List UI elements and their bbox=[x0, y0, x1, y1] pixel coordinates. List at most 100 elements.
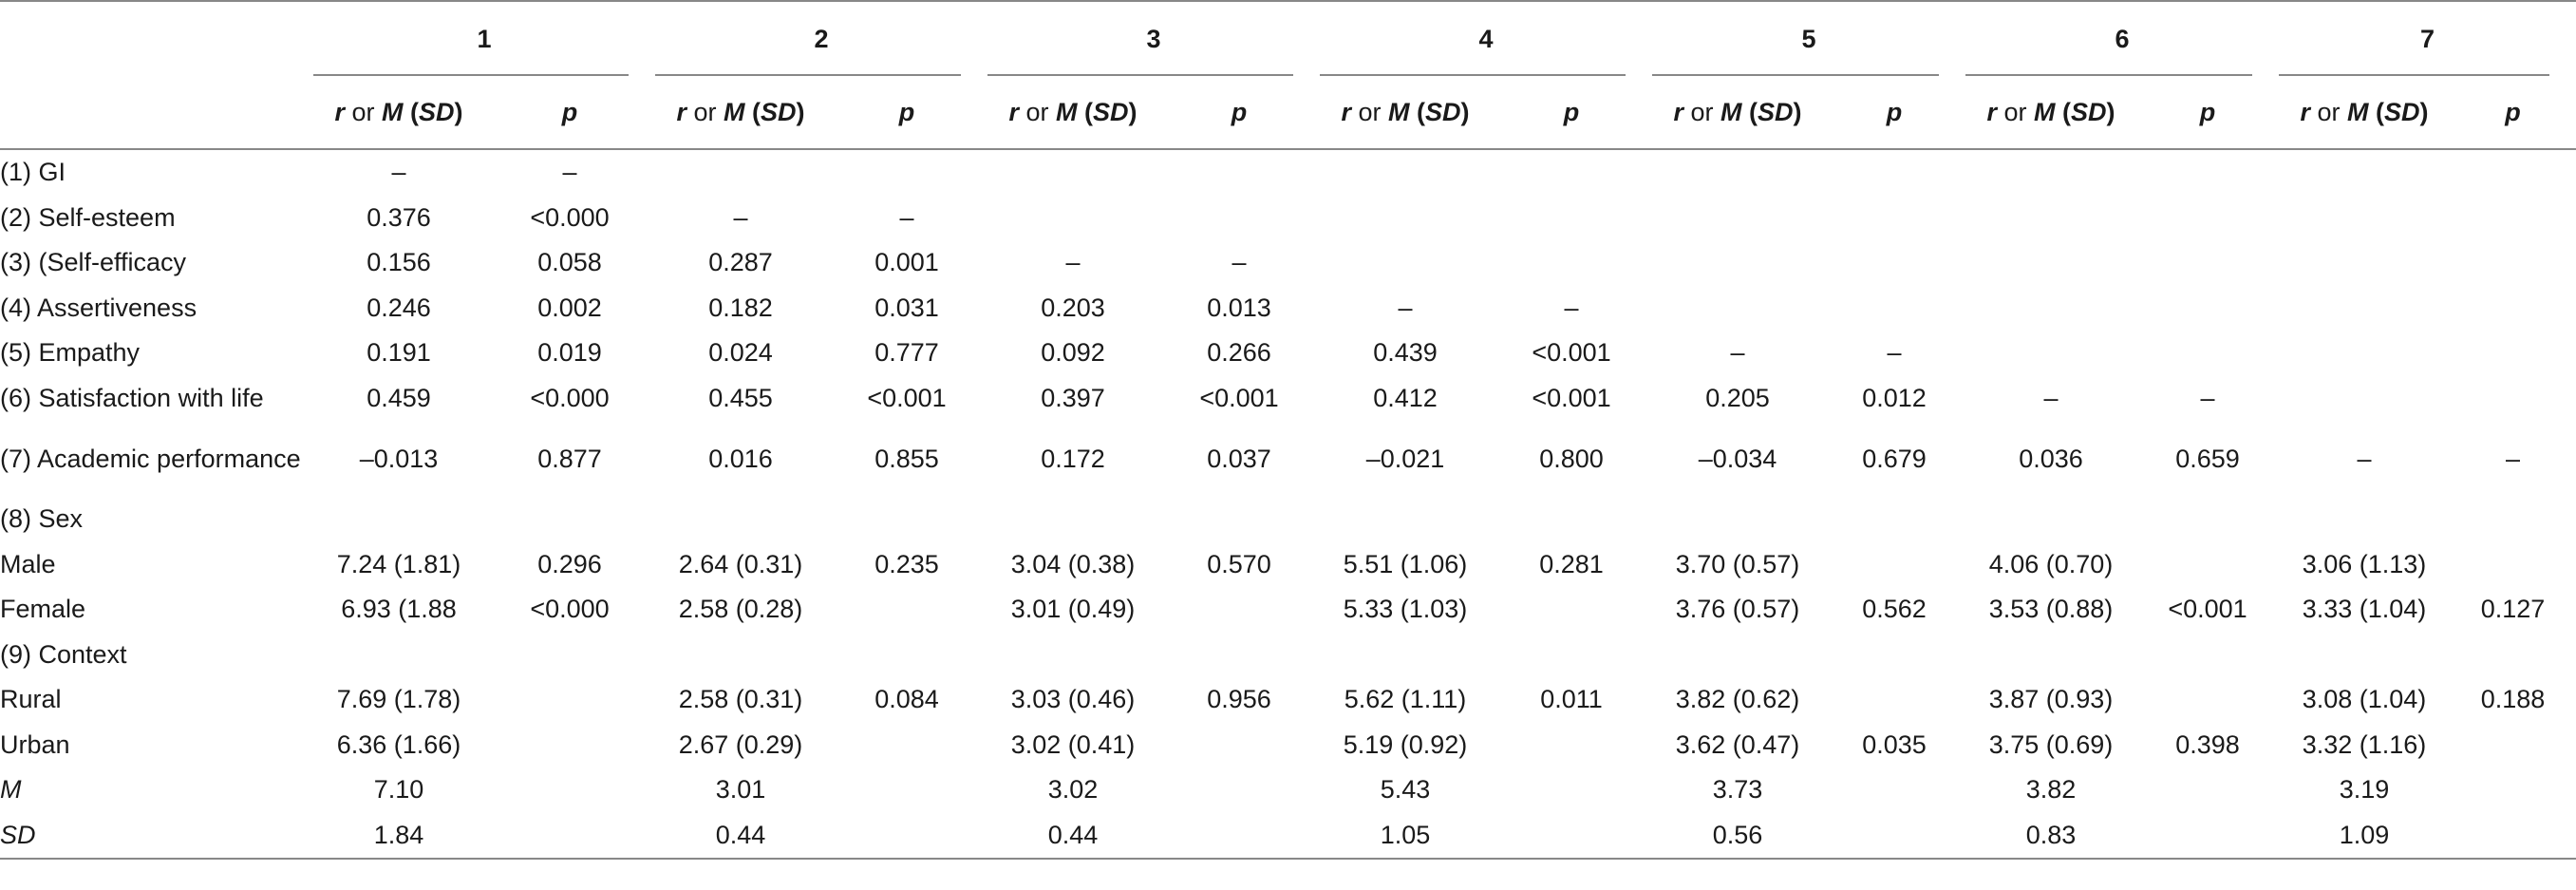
table-cell bbox=[826, 633, 987, 678]
sub-sd: SD bbox=[761, 97, 797, 126]
sub-m: M bbox=[2347, 97, 2369, 126]
table-cell: 0.855 bbox=[874, 444, 939, 473]
table-cell: 3.82 (0.62) bbox=[1675, 685, 1800, 714]
table-cell: 5.19 (0.92) bbox=[1343, 729, 1468, 759]
table-cell bbox=[2450, 331, 2576, 376]
table-cell bbox=[826, 813, 987, 860]
table-row: Urban 6.36 (1.66) 2.67 (0.29) 3.02 (0.41) 5.… bbox=[0, 723, 2576, 768]
table-cell bbox=[1652, 633, 1823, 678]
sub-m: M bbox=[1056, 97, 1078, 126]
table-cell: 1.09 bbox=[2339, 820, 2390, 849]
table-cell: 3.87 (0.93) bbox=[1988, 685, 2114, 714]
group-header-5: 5 bbox=[1652, 2, 1965, 76]
table-cell: 3.01 (0.49) bbox=[1010, 595, 1136, 624]
table-row: Male 7.24 (1.81) 0.296 2.64 (0.31) 0.235 3.04… bbox=[0, 542, 2576, 588]
table-cell: 4.06 (0.70) bbox=[1988, 549, 2114, 578]
table-cell: 0.182 bbox=[708, 293, 773, 322]
table-cell bbox=[484, 497, 655, 542]
table-cell bbox=[1965, 286, 2136, 331]
table-cell bbox=[1158, 149, 1320, 196]
table-cell: 2.64 (0.31) bbox=[678, 549, 803, 578]
table-cell bbox=[484, 677, 655, 723]
sub-header-p: p bbox=[2136, 76, 2279, 150]
table-cell: – bbox=[1887, 338, 1902, 368]
group-header-1: 1 bbox=[313, 2, 655, 76]
sub-header-p: p bbox=[826, 76, 987, 150]
row-label: Male bbox=[0, 549, 56, 578]
table-cell: 0.397 bbox=[1041, 383, 1105, 412]
table-cell bbox=[1652, 497, 1823, 542]
table-cell: 7.24 (1.81) bbox=[336, 549, 461, 578]
table-cell: 0.287 bbox=[708, 248, 773, 277]
table-cell: 0.266 bbox=[1207, 338, 1271, 368]
table-cell: 0.376 bbox=[367, 202, 431, 232]
table-row: (6) Satisfaction with life 0.459 <0.000 0.4… bbox=[0, 376, 2576, 422]
sub-or: or bbox=[1690, 97, 1714, 126]
table-cell: 0.031 bbox=[874, 293, 939, 322]
table-cell: 0.777 bbox=[874, 338, 939, 368]
table-cell bbox=[987, 196, 1158, 241]
sub-or: or bbox=[2003, 97, 2027, 126]
sub-sd: SD bbox=[419, 97, 455, 126]
table-cell: 3.82 bbox=[2025, 775, 2077, 805]
sub-header-p: p bbox=[1823, 76, 1965, 150]
table-cell bbox=[2136, 331, 2279, 376]
table-cell: 0.570 bbox=[1207, 549, 1271, 578]
table-cell: 0.058 bbox=[537, 248, 602, 277]
table-cell bbox=[2136, 767, 2279, 813]
header-corner bbox=[0, 2, 313, 76]
table-cell bbox=[2136, 633, 2279, 678]
table-cell bbox=[655, 149, 826, 196]
table-cell: 0.002 bbox=[537, 293, 602, 322]
sub-sd: SD bbox=[2071, 97, 2107, 126]
table-cell: <0.001 bbox=[2168, 595, 2247, 624]
table-cell bbox=[2136, 196, 2279, 241]
table-cell: 0.455 bbox=[708, 383, 773, 412]
table-cell: 0.235 bbox=[874, 549, 939, 578]
table-cell: 6.36 (1.66) bbox=[336, 729, 461, 759]
sub-sd: SD bbox=[2384, 97, 2420, 126]
table-cell: 0.001 bbox=[874, 248, 939, 277]
table-cell: 0.191 bbox=[367, 338, 431, 368]
group-header-7: 7 bbox=[2279, 2, 2576, 76]
table-cell: 3.75 (0.69) bbox=[1988, 729, 2114, 759]
table-cell: 3.04 (0.38) bbox=[1010, 549, 1136, 578]
table-cell bbox=[655, 497, 826, 542]
table-cell bbox=[826, 149, 987, 196]
row-label: Rural bbox=[0, 685, 62, 714]
table-cell: –0.013 bbox=[359, 444, 439, 473]
table-cell bbox=[2450, 633, 2576, 678]
sub-or: or bbox=[2317, 97, 2341, 126]
table-cell: – bbox=[1232, 248, 1247, 277]
table-cell: 0.188 bbox=[2480, 685, 2546, 714]
table-cell: 0.036 bbox=[2019, 444, 2083, 473]
table-cell: 0.205 bbox=[1705, 383, 1770, 412]
sub-r: r bbox=[676, 97, 686, 126]
table-cell bbox=[1158, 497, 1320, 542]
sub-m: M bbox=[1388, 97, 1410, 126]
table-cell: – bbox=[1564, 293, 1579, 322]
table-cell bbox=[2279, 149, 2450, 196]
table-cell bbox=[2279, 240, 2450, 286]
table-cell bbox=[1823, 149, 1965, 196]
table-cell: 0.296 bbox=[537, 549, 602, 578]
table-cell: 0.035 bbox=[1862, 729, 1927, 759]
table-cell bbox=[313, 497, 484, 542]
table-cell: 0.679 bbox=[1862, 444, 1927, 473]
table-cell: 0.127 bbox=[2480, 595, 2546, 624]
table-cell bbox=[1491, 633, 1652, 678]
sub-header-r-or-m-sd: r or M (SD) bbox=[313, 76, 484, 150]
table-cell: 7.69 (1.78) bbox=[336, 685, 461, 714]
row-label: Urban bbox=[0, 729, 70, 759]
table-cell bbox=[1823, 633, 1965, 678]
table-cell bbox=[1823, 196, 1965, 241]
table-cell bbox=[2136, 542, 2279, 588]
table-cell bbox=[1158, 813, 1320, 860]
table-cell: 0.084 bbox=[874, 685, 939, 714]
sub-sd: SD bbox=[1758, 97, 1794, 126]
table-cell bbox=[2450, 240, 2576, 286]
table-cell bbox=[1823, 286, 1965, 331]
table-row: M 7.10 3.01 3.02 5.43 3.73 3.82 3.19 bbox=[0, 767, 2576, 813]
table-cell bbox=[1158, 633, 1320, 678]
table-cell: – bbox=[2357, 444, 2372, 473]
